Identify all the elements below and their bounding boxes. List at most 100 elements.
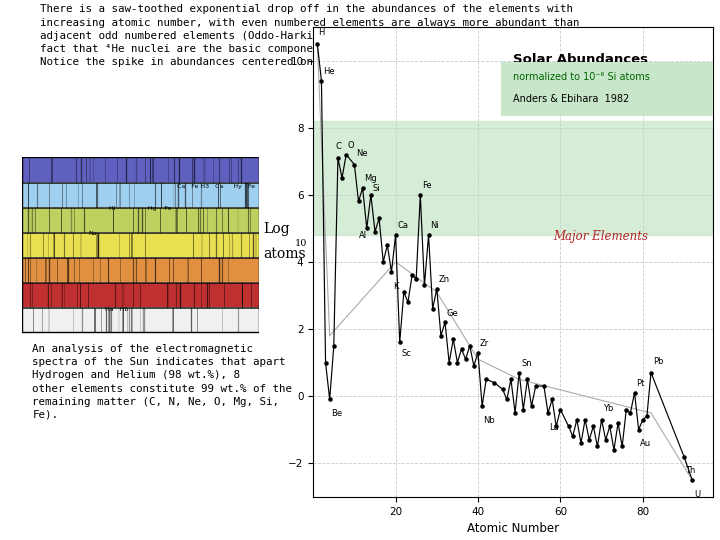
Point: [546, 395, 558, 404]
Point: [563, 422, 575, 431]
Text: K: K: [392, 282, 398, 291]
Point: [580, 415, 591, 424]
Text: Major Elements: Major Elements: [554, 230, 649, 242]
Point: [551, 422, 562, 431]
Text: Na: Na: [89, 231, 97, 236]
Point: [390, 231, 401, 239]
Point: [604, 422, 616, 431]
Text: Be: Be: [331, 409, 343, 418]
Bar: [22, 233, 259, 257]
Point: [505, 375, 517, 383]
Bar: [313, 121, 713, 235]
Point: [608, 446, 620, 454]
Point: [575, 439, 587, 448]
Point: [583, 435, 595, 444]
Text: Sc: Sc: [402, 349, 412, 358]
Point: [444, 358, 455, 367]
Point: [394, 338, 405, 347]
Bar: [22, 208, 259, 232]
Point: [312, 39, 323, 48]
Point: [522, 375, 534, 383]
Text: Al: Al: [359, 232, 367, 240]
Text: Ha   Hb: Ha Hb: [105, 307, 128, 312]
Point: [468, 362, 480, 370]
Point: [315, 76, 327, 85]
Text: normalized to 10⁻⁶ Si atoms: normalized to 10⁻⁶ Si atoms: [513, 72, 650, 82]
Text: Ne: Ne: [356, 149, 367, 158]
Point: [637, 415, 649, 424]
Point: [501, 395, 513, 404]
Point: [571, 415, 582, 424]
Text: U: U: [694, 490, 700, 499]
Point: [621, 405, 632, 414]
FancyBboxPatch shape: [501, 62, 713, 116]
Text: Nb: Nb: [483, 416, 495, 425]
Point: [320, 358, 331, 367]
Point: [526, 402, 537, 410]
Bar: [22, 233, 259, 257]
Point: [456, 345, 467, 354]
Bar: [22, 184, 259, 207]
Bar: [22, 258, 259, 282]
Point: [328, 341, 340, 350]
Point: [402, 298, 414, 307]
Bar: [22, 308, 259, 332]
Point: [361, 224, 372, 233]
Point: [423, 231, 434, 239]
Point: [427, 305, 438, 313]
Text: Th: Th: [685, 467, 696, 475]
Bar: [22, 283, 259, 307]
Text: Log: Log: [263, 222, 289, 237]
Point: [686, 476, 698, 484]
Point: [365, 191, 377, 199]
Point: [542, 409, 554, 417]
Point: [439, 318, 451, 327]
Point: [477, 402, 488, 410]
Point: [341, 150, 352, 159]
X-axis label: Atomic Number: Atomic Number: [467, 522, 559, 535]
Point: [374, 214, 385, 222]
Point: [518, 405, 529, 414]
Text: C: C: [336, 143, 342, 152]
Point: [530, 382, 541, 390]
Point: [464, 341, 475, 350]
Text: 10: 10: [295, 239, 307, 247]
Point: [645, 368, 657, 377]
Point: [418, 281, 430, 289]
Point: [554, 405, 566, 414]
Text: Ni: Ni: [431, 221, 439, 231]
Text: Ge: Ge: [446, 308, 459, 318]
Text: Mg: Mg: [364, 174, 377, 184]
Point: [324, 395, 336, 404]
Text: Ca   Fe H3   Ca     Hy   Fe: Ca Fe H3 Ca Hy Fe: [177, 184, 256, 190]
Point: [489, 379, 500, 387]
Text: Yb: Yb: [603, 404, 613, 413]
Text: Solar Abundances: Solar Abundances: [513, 53, 648, 66]
Point: [336, 174, 348, 183]
Text: HI                Hg    Fe: HI Hg Fe: [109, 206, 171, 211]
Text: Zr: Zr: [480, 339, 490, 348]
Bar: [22, 308, 259, 332]
Point: [513, 368, 525, 377]
Point: [406, 271, 418, 280]
Point: [641, 412, 652, 421]
Point: [600, 435, 611, 444]
Point: [538, 382, 549, 390]
Bar: [22, 283, 259, 307]
Point: [616, 442, 628, 451]
Point: [435, 332, 446, 340]
Point: [480, 375, 492, 383]
Point: [472, 348, 484, 357]
Text: Zn: Zn: [439, 275, 450, 284]
Point: [633, 426, 644, 434]
Text: Pb: Pb: [652, 357, 663, 366]
Point: [398, 288, 410, 296]
Text: Si: Si: [372, 185, 379, 193]
Text: Pt: Pt: [636, 379, 644, 388]
Bar: [22, 158, 259, 183]
Text: H: H: [318, 29, 325, 37]
Text: La: La: [549, 423, 559, 431]
Point: [377, 258, 389, 266]
Bar: [22, 184, 259, 207]
Point: [382, 241, 393, 249]
